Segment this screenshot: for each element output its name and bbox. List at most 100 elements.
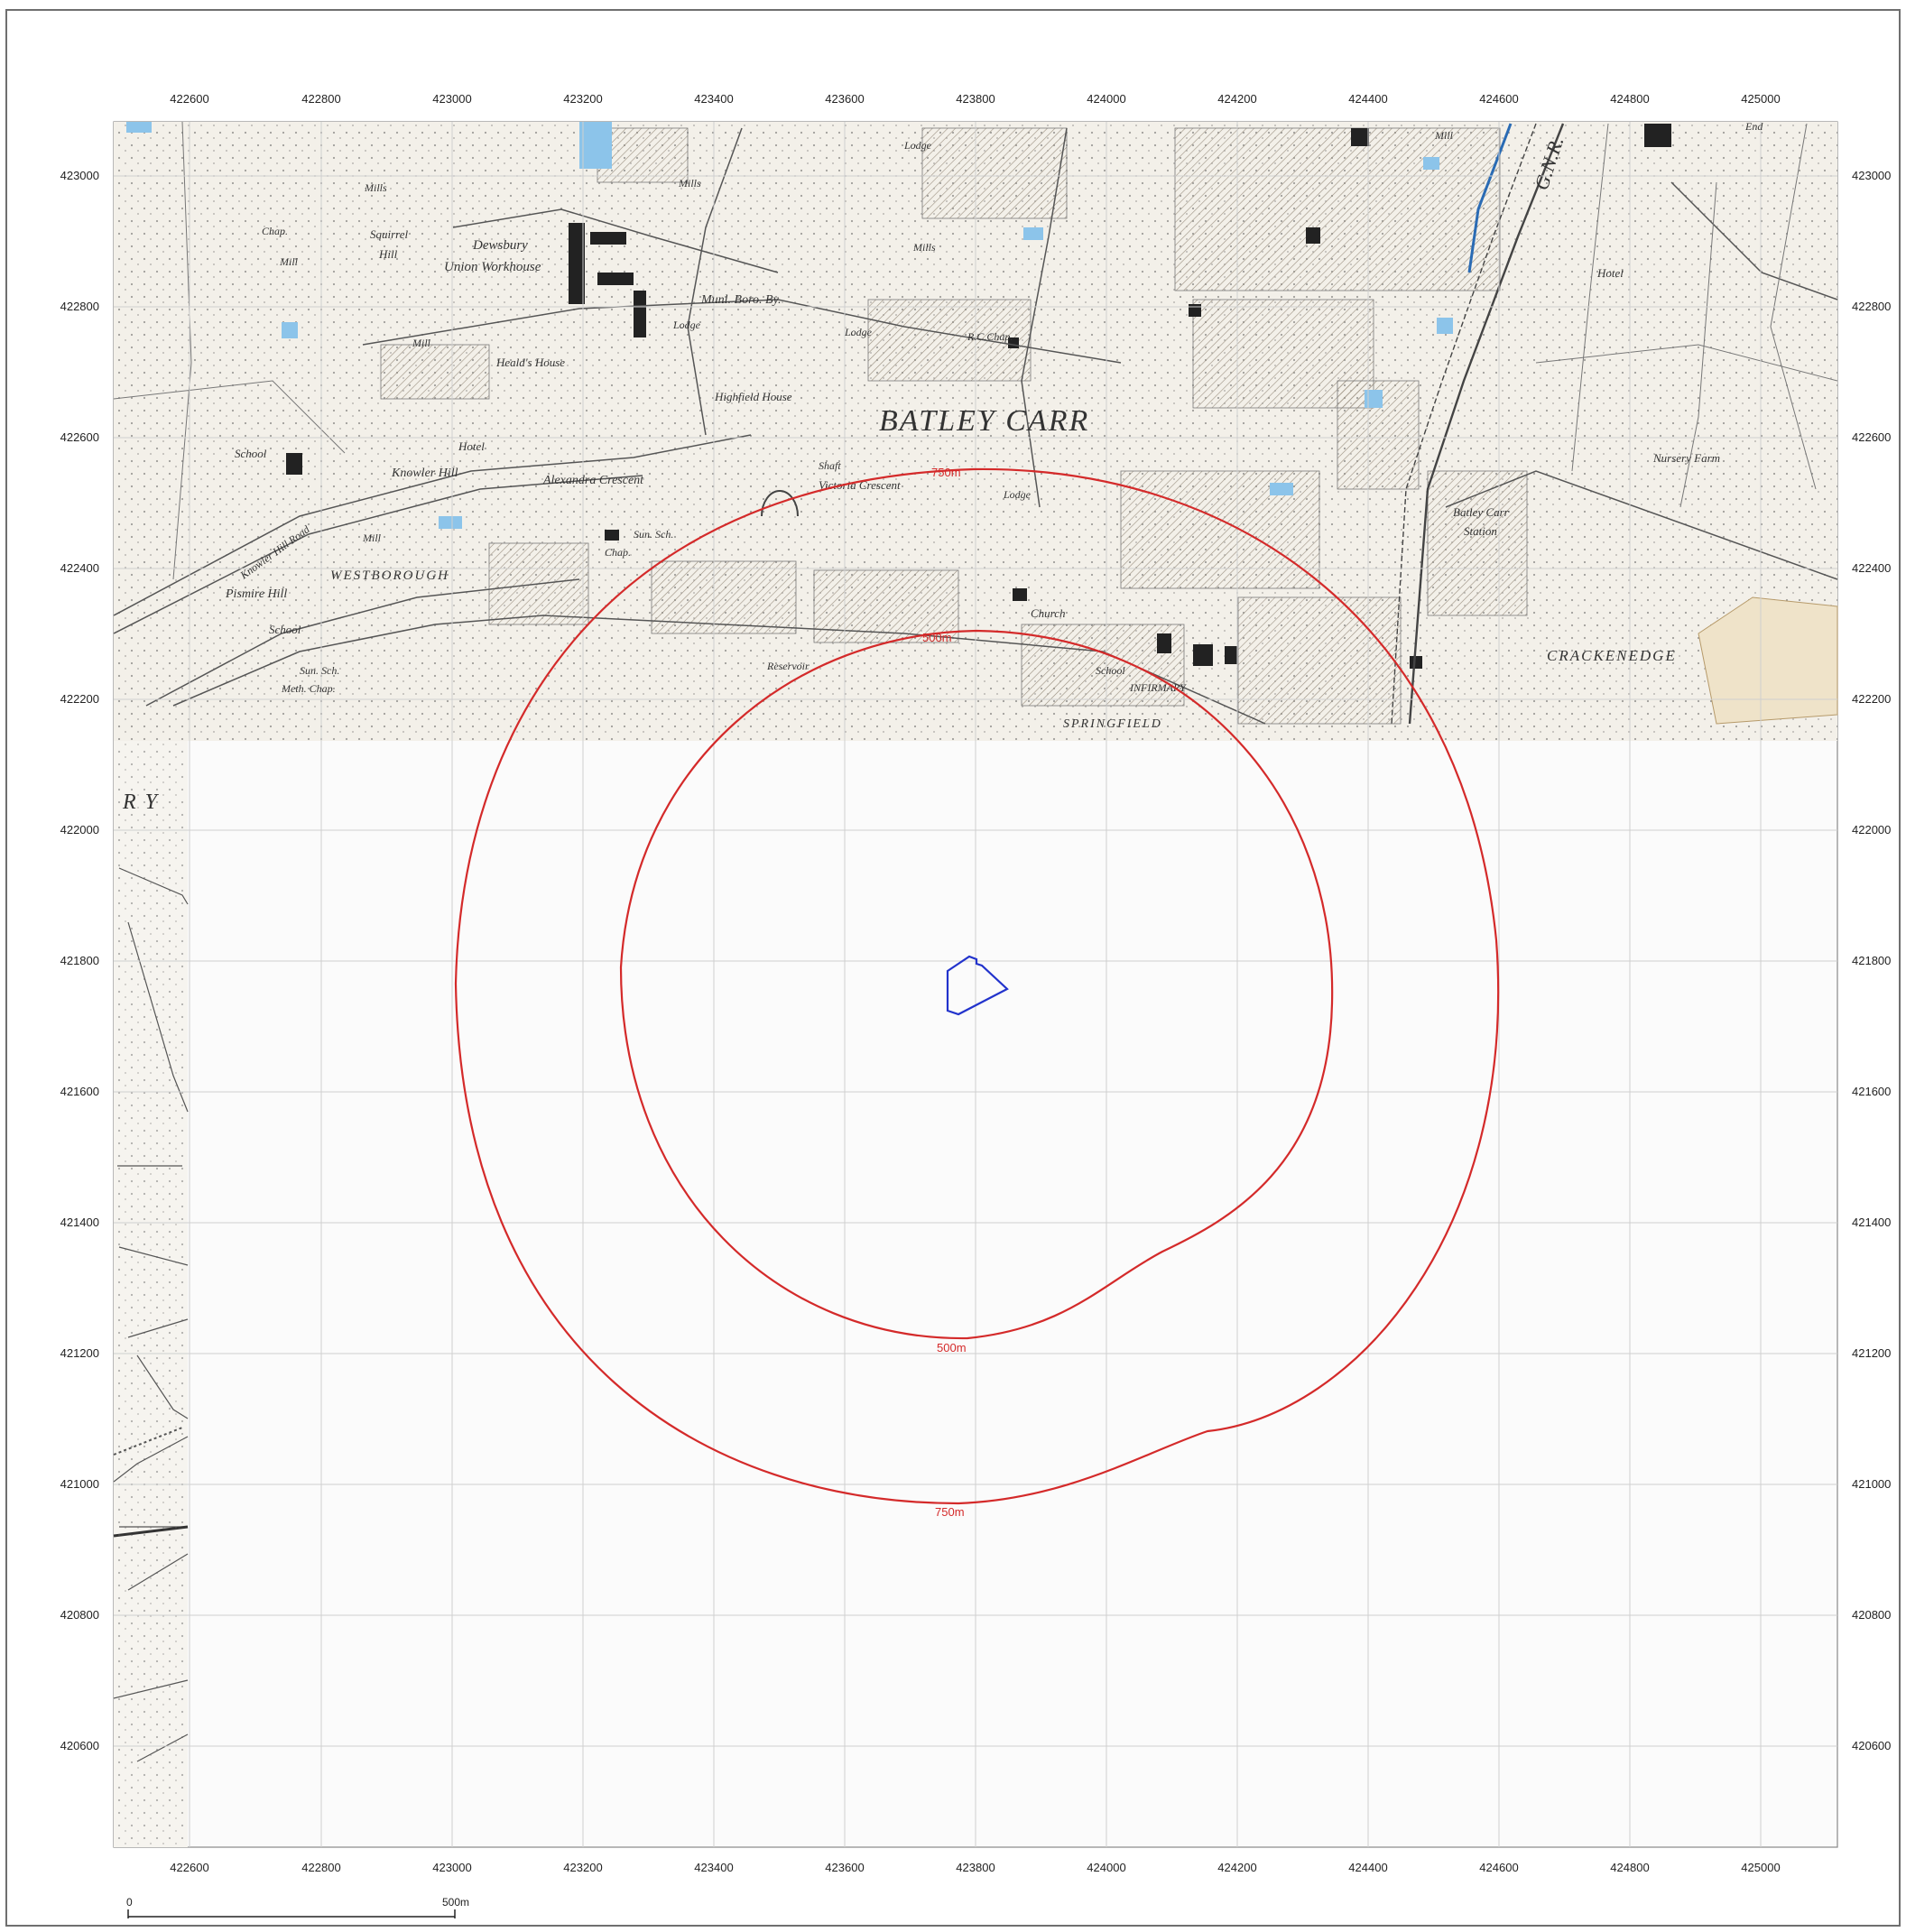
label-munl-boro: Munl. Boro. By. <box>700 293 782 307</box>
scale-bar-start-label: 0 <box>126 1896 133 1909</box>
label-victoria-crescent: Victoria Crescent <box>819 478 901 492</box>
svg-text:424800: 424800 <box>1610 1861 1649 1874</box>
svg-text:424600: 424600 <box>1479 92 1518 106</box>
svg-text:421400: 421400 <box>60 1216 99 1229</box>
svg-text:420800: 420800 <box>60 1608 99 1622</box>
label-shaft: Shaft <box>819 459 841 472</box>
svg-text:423200: 423200 <box>563 1861 602 1874</box>
grid-lines <box>114 122 1837 1847</box>
label-sun-sch-2: Sun. Sch. <box>300 664 339 677</box>
label-westborough: WESTBOROUGH <box>330 569 449 583</box>
svg-text:421000: 421000 <box>1852 1477 1891 1491</box>
svg-text:422200: 422200 <box>60 692 99 706</box>
label-mill-1: Mill <box>412 337 431 349</box>
svg-text:423000: 423000 <box>1852 169 1891 182</box>
svg-text:425000: 425000 <box>1741 1861 1780 1874</box>
svg-text:422600: 422600 <box>1852 430 1891 444</box>
svg-text:425000: 425000 <box>1741 92 1780 106</box>
svg-text:422800: 422800 <box>1852 300 1891 313</box>
buffer-label-750m-top: 750m <box>931 466 961 479</box>
label-hotel-1: Hotel <box>458 439 485 453</box>
svg-text:420600: 420600 <box>1852 1739 1891 1752</box>
svg-text:424000: 424000 <box>1087 1861 1125 1874</box>
svg-text:424000: 424000 <box>1087 92 1125 106</box>
label-mills-2: Mills <box>678 177 701 190</box>
label-lodge-3: Lodge <box>844 326 873 338</box>
label-school-1: School <box>235 447 267 460</box>
label-springfield: SPRINGFIELD <box>1063 717 1162 731</box>
buffer-ring-500m <box>619 629 1334 1340</box>
svg-text:423400: 423400 <box>694 92 733 106</box>
map-canvas[interactable]: BATLEY CARR WESTBOROUGH CRACKENEDGE SPRI… <box>7 11 1902 1928</box>
label-hotel-2: Hotel <box>1596 266 1624 280</box>
label-meth-chap: Meth. Chap. <box>281 682 336 695</box>
place-labels: BATLEY CARR WESTBOROUGH CRACKENEDGE SPRI… <box>122 120 1763 814</box>
label-chap-1: Chap. <box>262 225 288 237</box>
svg-text:424600: 424600 <box>1479 1861 1518 1874</box>
buffer-ring-750m <box>454 467 1500 1505</box>
svg-text:420600: 420600 <box>60 1739 99 1752</box>
label-school-3: School <box>1096 664 1125 677</box>
svg-text:422800: 422800 <box>301 92 340 106</box>
label-school-2: School <box>269 623 301 636</box>
label-dewsbury: Dewsbury <box>472 238 528 253</box>
label-knowler-hill: Knowler Hill <box>391 467 458 480</box>
svg-text:422200: 422200 <box>1852 692 1891 706</box>
grid-labels-right: 423000 422800 422600 422400 422200 42200… <box>1852 169 1891 1752</box>
grid-labels-top: 422600 422800 423000 423200 423400 42360… <box>170 92 1780 106</box>
svg-text:424400: 424400 <box>1348 92 1387 106</box>
svg-text:422400: 422400 <box>1852 561 1891 575</box>
svg-text:422600: 422600 <box>170 92 208 106</box>
label-reservoir: Reservoir <box>766 660 810 672</box>
svg-text:422800: 422800 <box>60 300 99 313</box>
label-lodge-2: Lodge <box>672 319 701 331</box>
svg-text:423000: 423000 <box>432 92 471 106</box>
svg-text:421000: 421000 <box>60 1477 99 1491</box>
svg-text:424400: 424400 <box>1348 1861 1387 1874</box>
svg-text:422000: 422000 <box>1852 823 1891 837</box>
svg-text:421600: 421600 <box>60 1085 99 1098</box>
label-sun-sch: Sun. Sch. <box>634 528 673 541</box>
label-mill-2: Mill <box>1434 129 1454 142</box>
label-mill-3: Mill <box>362 532 382 544</box>
label-batley-carr: BATLEY CARR <box>879 404 1089 438</box>
svg-text:424800: 424800 <box>1610 92 1649 106</box>
label-infirmary: INFIRMARY <box>1129 681 1187 694</box>
scale-bar: 0 500m <box>126 1896 469 1918</box>
label-lodge-1: Lodge <box>903 139 932 152</box>
svg-text:423400: 423400 <box>694 1861 733 1874</box>
svg-text:423000: 423000 <box>432 1861 471 1874</box>
label-squirrel: Squirrel <box>370 227 409 241</box>
label-mill-4: Mill <box>279 255 299 268</box>
svg-text:421400: 421400 <box>1852 1216 1891 1229</box>
svg-text:423600: 423600 <box>825 92 864 106</box>
svg-text:423800: 423800 <box>956 92 995 106</box>
svg-text:424200: 424200 <box>1217 1861 1256 1874</box>
svg-text:423600: 423600 <box>825 1861 864 1874</box>
svg-text:421800: 421800 <box>1852 954 1891 967</box>
svg-text:423800: 423800 <box>956 1861 995 1874</box>
buffer-label-500m-top: 500m <box>922 631 952 644</box>
svg-text:422000: 422000 <box>60 823 99 837</box>
svg-text:421800: 421800 <box>60 954 99 967</box>
svg-text:420800: 420800 <box>1852 1608 1891 1622</box>
svg-text:423200: 423200 <box>563 92 602 106</box>
svg-text:422800: 422800 <box>301 1861 340 1874</box>
label-alexandra-crescent: Alexandra Crescent <box>542 474 644 487</box>
label-pismire-hill: Pismire Hill <box>225 587 287 601</box>
svg-text:421200: 421200 <box>60 1346 99 1360</box>
label-ury: R Y <box>122 790 160 814</box>
label-mills-1: Mills <box>364 181 387 194</box>
label-lodge-4: Lodge <box>1003 488 1032 501</box>
label-crackenedge: CRACKENEDGE <box>1547 647 1677 664</box>
buffer-labels: 750m 500m 500m 750m <box>922 466 967 1519</box>
label-healds-house: Heald's House <box>495 356 565 369</box>
label-end: End <box>1744 120 1763 133</box>
site-boundary[interactable] <box>946 955 1009 1016</box>
buffer-label-750m-bottom: 750m <box>935 1505 965 1519</box>
label-rc-chap: R.C.Chap. <box>967 330 1013 343</box>
label-station: Station <box>1464 524 1497 538</box>
historical-map-left-strip <box>113 741 189 1847</box>
label-batley-carr-station: Batley Carr <box>1453 505 1510 519</box>
svg-text:422600: 422600 <box>60 430 99 444</box>
